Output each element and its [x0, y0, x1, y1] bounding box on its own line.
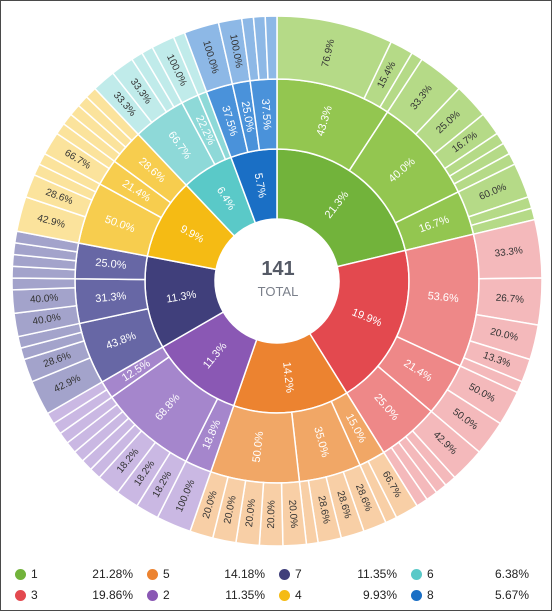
label-3-1: 53.6% [427, 290, 459, 305]
legend-label: 7 [295, 567, 302, 581]
legend-item-7[interactable]: 7 11.35% [279, 566, 397, 584]
sunburst-chart: 21.3%43.3%76.9%15.4%40.0%33.3%25.0%16.7%… [11, 15, 543, 547]
legend-swatch [15, 569, 26, 580]
label-8: 5.7% [252, 172, 268, 199]
label-8-3: 37.5% [259, 98, 273, 130]
center-hole [216, 220, 338, 342]
center-label: TOTAL [257, 284, 299, 299]
label-7-3: 25.0% [95, 257, 127, 272]
label-7-2: 31.3% [95, 290, 127, 305]
label-3-1-2: 26.7% [495, 293, 524, 306]
legend-item-5[interactable]: 5 14.18% [147, 566, 265, 584]
legend-label: 4 [295, 588, 302, 602]
legend-item-8[interactable]: 8 5.67% [411, 587, 529, 605]
legend-swatch [279, 590, 290, 601]
legend-item-2[interactable]: 2 11.35% [147, 587, 265, 605]
legend-item-3[interactable]: 3 19.86% [15, 587, 133, 605]
legend-percent: 21.28% [92, 567, 133, 581]
legend-swatch [411, 590, 422, 601]
legend-swatch [279, 569, 290, 580]
legend-percent: 19.86% [92, 588, 133, 602]
arc-7-2-3[interactable] [11, 277, 76, 291]
label-7-2-2: 40.0% [30, 293, 59, 306]
legend-swatch [147, 590, 158, 601]
label-8-2: 25.0% [239, 100, 256, 133]
label-5-3-2: 20.0% [266, 500, 278, 529]
legend-label: 6 [427, 567, 434, 581]
legend-percent: 14.18% [224, 567, 265, 581]
legend-percent: 5.67% [494, 588, 529, 602]
legend-label: 2 [163, 588, 170, 602]
legend-item-6[interactable]: 6 6.38% [411, 566, 529, 584]
legend: 1 21.28% 5 14.18% 7 11.35% 6 6.38% 3 19.86% 2 11.35… [1, 561, 552, 611]
legend-label: 5 [163, 567, 170, 581]
label-7: 11.3% [165, 289, 197, 306]
legend-label: 8 [427, 588, 434, 602]
arc-8-3-3[interactable] [264, 15, 278, 80]
label-5: 14.2% [280, 361, 295, 394]
legend-percent: 9.93% [362, 588, 397, 602]
label-5-3-3: 20.0% [244, 498, 258, 528]
legend-swatch [411, 569, 422, 580]
label-5-3-1: 20.0% [286, 499, 299, 528]
legend-label: 3 [31, 588, 38, 602]
legend-swatch [147, 569, 158, 580]
label-7-2-1: 40.0% [32, 312, 62, 328]
legend-swatch [15, 590, 26, 601]
legend-item-1[interactable]: 1 21.28% [15, 566, 133, 584]
legend-percent: 6.38% [494, 567, 529, 581]
legend-percent: 11.35% [225, 588, 265, 602]
label-5-3: 50.0% [251, 431, 266, 464]
label-3-1-1: 33.3% [494, 245, 524, 259]
legend-item-4[interactable]: 4 9.93% [279, 587, 397, 605]
legend-label: 1 [31, 567, 38, 581]
center-total: 141 [261, 258, 295, 280]
legend-percent: 11.35% [357, 567, 397, 581]
